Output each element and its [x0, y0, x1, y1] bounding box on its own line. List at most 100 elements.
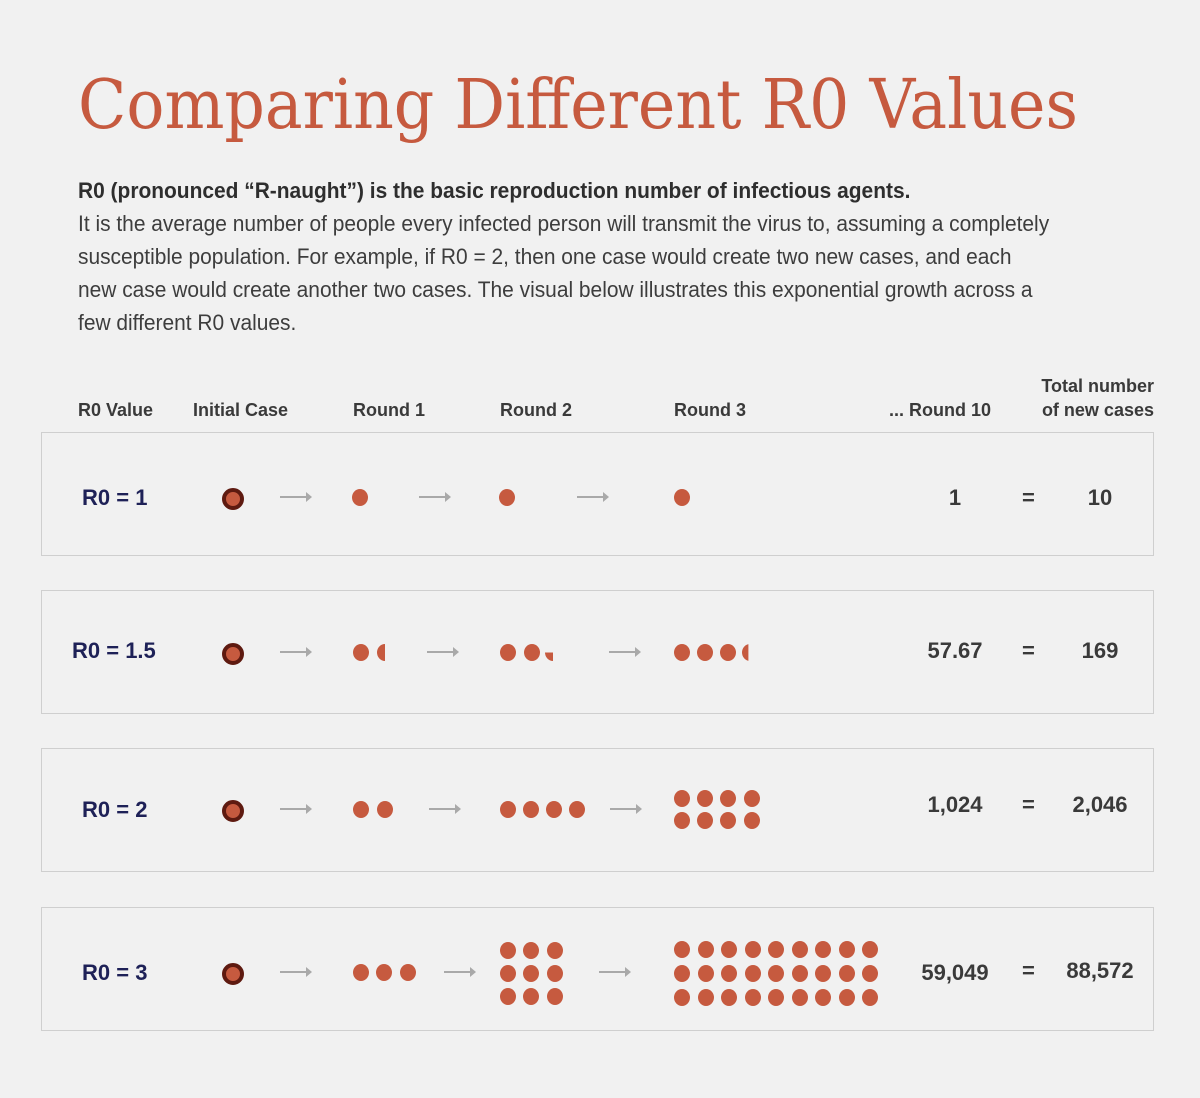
case-dot-icon	[838, 965, 855, 982]
case-dot-icon	[838, 941, 855, 958]
case-dot-icon	[744, 965, 761, 982]
case-dot-icon	[674, 965, 690, 982]
case-dot-icon	[547, 988, 563, 1005]
header-round-1: Round 1	[353, 400, 425, 420]
case-dot-icon	[838, 989, 855, 1006]
case-dot-icon	[697, 790, 713, 807]
case-dot-icon	[862, 941, 878, 958]
case-dot-icon	[720, 812, 736, 829]
case-dot-icon	[791, 941, 808, 958]
case-dot-icon	[697, 965, 714, 982]
case-dot-icon	[744, 812, 760, 829]
initial-case-icon	[222, 643, 244, 665]
header-total-line1: Total number	[1041, 376, 1154, 396]
case-dot-icon	[353, 801, 369, 818]
equals-sign: =	[1022, 792, 1035, 817]
case-dot-icon	[547, 965, 563, 982]
total-value: 2,046	[1072, 792, 1128, 817]
case-dot-icon	[720, 644, 736, 661]
case-dot-icon	[523, 965, 539, 982]
case-dot-icon	[721, 941, 737, 958]
case-dot-icon	[697, 644, 713, 661]
arrow-icon	[280, 804, 312, 814]
header-r0-value: R0 Value	[78, 400, 154, 420]
case-dot-icon	[815, 965, 831, 982]
arrow-icon	[577, 492, 609, 502]
intro-body: It is the average number of people every…	[78, 211, 1050, 335]
case-dot-icon	[697, 812, 713, 829]
case-dot-icon	[500, 801, 516, 818]
case-dot-icon	[697, 989, 714, 1006]
quarter-case-dot-icon	[545, 652, 553, 661]
arrow-icon	[427, 647, 459, 657]
case-dot-icon	[674, 644, 690, 661]
r0-label: R0 = 1	[82, 485, 148, 510]
total-value: 10	[1087, 485, 1113, 510]
r0-label: R0 = 1.5	[72, 638, 156, 663]
case-dot-icon	[377, 801, 393, 818]
case-dot-icon	[768, 965, 784, 982]
equals-sign: =	[1022, 958, 1035, 983]
header-round-2: Round 2	[500, 400, 572, 420]
case-dot-icon	[697, 941, 714, 958]
case-dot-icon	[744, 790, 760, 807]
equals-sign: =	[1022, 485, 1035, 510]
arrow-icon	[419, 492, 451, 502]
round-3-dot-grid	[674, 941, 890, 1011]
case-dot-icon	[768, 941, 784, 958]
header-total-line2: of new cases	[1041, 400, 1154, 420]
case-dot-icon	[569, 801, 585, 818]
case-dot-icon	[352, 489, 368, 506]
case-dot-icon	[500, 988, 516, 1005]
case-dot-icon	[353, 964, 369, 981]
total-value: 169	[1081, 638, 1119, 663]
case-dot-icon	[721, 965, 737, 982]
total-value: 88,572	[1066, 958, 1134, 983]
r0-label: R0 = 2	[82, 797, 148, 822]
case-dot-icon	[400, 964, 416, 981]
case-dot-icon	[523, 988, 539, 1005]
intro-paragraph: R0 (pronounced “R-naught”) is the basic …	[78, 174, 1055, 339]
case-dot-icon	[791, 965, 808, 982]
case-dot-icon	[862, 965, 878, 982]
arrow-icon	[599, 967, 631, 977]
header-round-10: ... Round 10	[889, 400, 992, 420]
case-dot-icon	[353, 644, 369, 661]
case-dot-icon	[376, 964, 392, 981]
case-dot-icon	[546, 801, 562, 818]
case-dot-icon	[815, 941, 831, 958]
case-dot-icon	[721, 989, 737, 1006]
round-10-value: 57.67	[927, 638, 983, 663]
case-dot-icon	[500, 965, 516, 982]
header-initial-case: Initial Case	[193, 400, 289, 420]
case-dot-icon	[815, 989, 831, 1006]
partial-case-dot-icon	[742, 644, 749, 661]
intro-bold: R0 (pronounced “R-naught”) is the basic …	[78, 178, 911, 203]
round-10-value: 59,049	[921, 960, 989, 985]
case-dot-icon	[674, 812, 690, 829]
case-dot-icon	[744, 989, 761, 1006]
arrow-icon	[280, 647, 312, 657]
header-round-3: Round 3	[674, 400, 746, 420]
case-dot-icon	[791, 989, 808, 1006]
arrow-icon	[280, 492, 312, 502]
half-case-dot-icon	[377, 644, 385, 661]
case-dot-icon	[768, 989, 784, 1006]
case-dot-icon	[674, 489, 690, 506]
arrow-icon	[429, 804, 461, 814]
round-10-value: 1,024	[927, 792, 983, 817]
case-dot-icon	[523, 801, 539, 818]
case-dot-icon	[674, 941, 690, 958]
case-dot-icon	[674, 989, 690, 1006]
arrow-icon	[280, 967, 312, 977]
case-dot-icon	[744, 941, 761, 958]
case-dot-icon	[499, 489, 515, 506]
case-dot-icon	[500, 942, 516, 959]
arrow-icon	[444, 967, 476, 977]
equals-sign: =	[1022, 638, 1035, 663]
case-dot-icon	[500, 644, 516, 661]
case-dot-icon	[720, 790, 736, 807]
case-dot-icon	[524, 644, 540, 661]
page-title: Comparing Different R0 Values	[78, 66, 1078, 145]
arrow-icon	[609, 647, 641, 657]
